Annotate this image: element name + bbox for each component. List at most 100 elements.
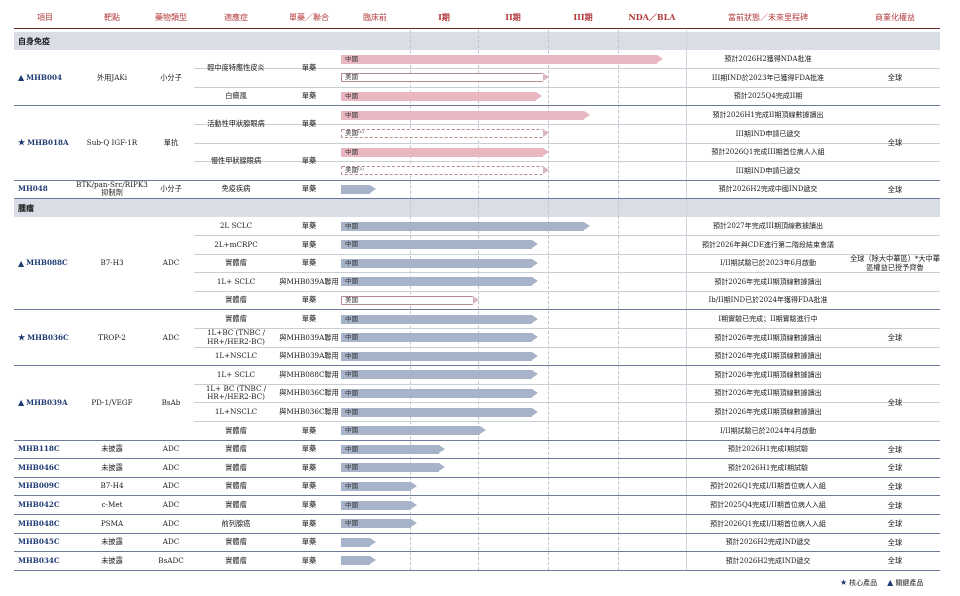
therapy-mode: 單藥 xyxy=(301,91,317,101)
therapy-mode: 單藥 xyxy=(301,258,317,268)
indication: 實體瘤 xyxy=(225,313,247,323)
milestone-status: 預計2026年與CDE進行第二階段結束會議 xyxy=(702,240,834,249)
product-label: MHB118C xyxy=(18,444,60,454)
milestone-status: 預計2026Q1完成I/II期首位病人入組 xyxy=(710,519,826,528)
progress-arrow: 中國 xyxy=(341,277,539,287)
therapy-mode: 單藥 xyxy=(301,184,317,194)
progress-arrow: 中國 xyxy=(341,500,418,510)
milestone-status: 預計2026Q1完成III期首位病人入組 xyxy=(711,148,825,157)
region-label: 中國 xyxy=(345,407,358,416)
product-divider xyxy=(14,198,940,200)
target: 未披露 xyxy=(101,555,123,565)
product-divider xyxy=(14,532,940,534)
arrow-head-icon xyxy=(438,463,445,472)
region-label: 中國 xyxy=(345,314,358,323)
arrow-body xyxy=(341,129,543,139)
arrow-body xyxy=(341,370,533,380)
target: BTK/pan-Src/RIPK3抑制劑 xyxy=(76,180,148,198)
arrow-head-icon xyxy=(542,166,549,175)
product-label: MHB048C xyxy=(18,518,60,528)
milestone-status: 預計2026年完成II期頂線數據讀出 xyxy=(714,389,822,398)
arrow-body xyxy=(341,537,370,547)
target: 未披露 xyxy=(101,537,123,547)
product-label: MHB045C xyxy=(18,537,60,547)
drug-type: ADC xyxy=(162,332,180,342)
milestone-status: 預計2026H1完成II期頂線數據讀出 xyxy=(712,111,824,120)
arrow-body xyxy=(341,556,370,566)
milestone-status: 預計2026H2獲得NDA批准 xyxy=(724,55,812,64)
milestone-status: 預計2026H1完成I期試驗 xyxy=(727,463,809,472)
milestone-status: 預計2026年完成II期頂線數據讀出 xyxy=(714,408,822,417)
column-header: III期 xyxy=(573,12,593,22)
row-divider xyxy=(194,346,940,348)
drug-type: ADC xyxy=(162,481,180,491)
row-divider xyxy=(194,142,940,144)
indication: 實體瘤 xyxy=(225,537,247,547)
therapy-mode: 與MHB036C聯用 xyxy=(279,388,339,398)
column-header: II期 xyxy=(505,12,521,22)
indication: 2L SCLC xyxy=(219,220,253,230)
product-divider xyxy=(14,476,940,478)
drug-type: ADC xyxy=(162,258,180,268)
region-label: 中國 xyxy=(345,147,358,156)
product-divider xyxy=(14,439,940,441)
therapy-mode: 與MHB039A聯用 xyxy=(279,351,339,361)
column-header: 臨床前 xyxy=(363,13,387,22)
commercial-rights: 全球 xyxy=(887,398,903,408)
milestone-status: 預計2025Q4完成II期 xyxy=(733,92,803,101)
progress-arrow: 中國 xyxy=(341,314,539,324)
star-icon: ★ xyxy=(18,332,26,343)
row-divider xyxy=(194,383,940,385)
indication: 慢性甲狀腺眼病 xyxy=(210,156,262,166)
progress-arrow: 中國 xyxy=(341,444,445,454)
commercial-rights: 全球 xyxy=(887,519,903,529)
therapy-mode: 單藥 xyxy=(301,295,317,305)
indication: 白癜風 xyxy=(225,91,247,101)
therapy-mode: 單藥 xyxy=(301,462,317,472)
therapy-mode: 單藥 xyxy=(301,481,317,491)
arrow-head-icon xyxy=(369,556,376,565)
star-icon: ★ xyxy=(840,578,848,587)
arrow-body xyxy=(341,314,533,324)
section-header: 自身免疫 xyxy=(14,32,940,50)
target: B7-H3 xyxy=(100,258,124,268)
product-divider xyxy=(14,569,940,571)
progress-arrow: 中國 xyxy=(341,463,445,473)
progress-arrow: 中國 xyxy=(341,110,591,120)
indication: 1L+NSCLC xyxy=(214,351,258,361)
arrow-body xyxy=(341,407,533,417)
region-label: 中國 xyxy=(345,370,358,379)
indication: 實體瘤 xyxy=(225,425,247,435)
region-label: 中國 xyxy=(345,500,358,509)
commercial-rights: 全球 xyxy=(887,138,903,148)
row-divider xyxy=(194,234,940,236)
region-label: 中國 xyxy=(345,444,358,453)
column-header: 靶點 xyxy=(104,13,120,22)
product-label: MH048 xyxy=(18,184,48,194)
therapy-mode: 單藥 xyxy=(301,63,317,73)
arrow-body xyxy=(341,147,543,157)
arrow-head-icon xyxy=(584,110,591,119)
star-icon: ★ xyxy=(18,137,26,148)
product-divider xyxy=(14,513,940,515)
legend-label: 核心產品 xyxy=(849,579,878,587)
therapy-mode: 單藥 xyxy=(301,220,317,230)
milestone-status: 預計2026年完成II期頂線數據讀出 xyxy=(714,333,822,342)
target: 外用JAKi xyxy=(96,72,128,82)
product-label: MHB046C xyxy=(18,462,60,472)
therapy-mode: 單藥 xyxy=(301,239,317,249)
triangle-icon: ▲ xyxy=(18,257,25,268)
arrow-head-icon xyxy=(532,258,539,267)
arrow-head-icon xyxy=(535,92,542,100)
arrow-head-icon xyxy=(480,426,487,435)
region-label: 美國⁽¹⁾ xyxy=(345,129,364,138)
product-divider xyxy=(14,551,940,553)
arrow-body xyxy=(341,333,533,343)
row-divider xyxy=(194,272,940,274)
drug-type: ADC xyxy=(162,444,180,454)
target: PD-1/VEGF xyxy=(91,397,133,407)
progress-arrow: 美國⁽¹⁾ xyxy=(341,166,549,176)
region-label: 中國 xyxy=(345,277,358,286)
arrow-head-icon xyxy=(369,537,376,546)
milestone-status: III期IND於2023年已獲得FDA批准 xyxy=(711,73,825,82)
